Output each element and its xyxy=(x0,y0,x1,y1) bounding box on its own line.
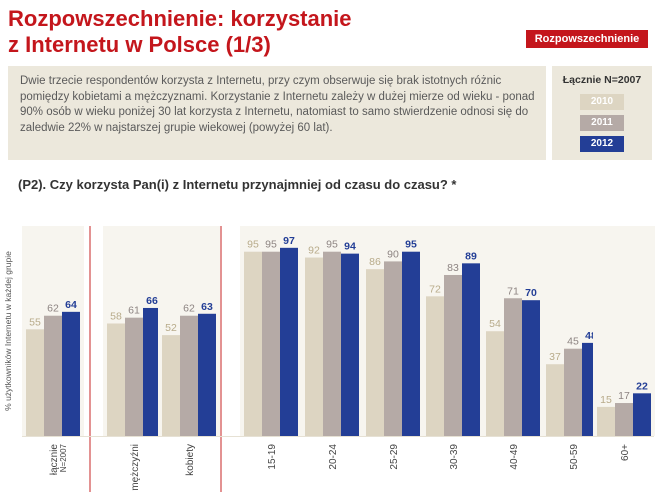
bar-2010-1 xyxy=(107,323,125,436)
data-label-2011-0: 62 xyxy=(47,303,59,315)
category-label-text-0-0: łącznie xyxy=(49,444,60,476)
category-label-2: kobiety xyxy=(185,444,196,476)
category-label-4: 20-24 xyxy=(328,444,339,470)
data-label-2010-7: 54 xyxy=(489,318,501,330)
data-label-2012-5: 95 xyxy=(405,239,417,251)
bar-2012-6 xyxy=(462,263,480,436)
data-label-2010-8: 37 xyxy=(549,351,561,363)
bar-2012-3 xyxy=(280,247,298,436)
data-label-2010-9: 15 xyxy=(600,394,612,406)
bar-2011-6 xyxy=(444,274,462,436)
category-label-3: 15-19 xyxy=(267,444,278,470)
data-label-2010-4: 92 xyxy=(308,245,320,257)
bar-2011-8 xyxy=(564,348,582,436)
category-label-8: 50-59 xyxy=(569,444,580,470)
bar-2010-4 xyxy=(305,257,323,436)
data-label-2012-7: 70 xyxy=(525,287,537,299)
bar-2012-2 xyxy=(198,313,216,436)
bar-2012-5 xyxy=(402,251,420,436)
legend-item-2010: 2010 xyxy=(580,94,624,110)
data-label-2010-0: 55 xyxy=(29,316,41,328)
data-label-2010-3: 95 xyxy=(247,239,259,251)
category-label-text-5-0: 25-29 xyxy=(389,444,400,470)
bar-2011-3 xyxy=(262,251,280,436)
data-label-2012-9: 22 xyxy=(636,380,648,392)
category-label-1: mężczyźni xyxy=(130,444,141,491)
bar-2010-3 xyxy=(244,251,262,436)
bar-2010-2 xyxy=(162,335,180,436)
bar-2010-5 xyxy=(366,269,384,436)
page-title: Rozpowszechnienie: korzystanie z Interne… xyxy=(8,6,468,58)
section-badge: Rozpowszechnienie xyxy=(526,30,648,48)
bar-2011-7 xyxy=(504,298,522,436)
data-label-2011-5: 90 xyxy=(387,248,399,260)
data-label-2011-2: 62 xyxy=(183,303,195,315)
bar-2010-6 xyxy=(426,296,444,436)
data-label-2011-8: 45 xyxy=(567,336,579,348)
category-label-text-4-0: 20-24 xyxy=(328,444,339,470)
bar-2012-0 xyxy=(62,311,80,436)
bar-2011-0 xyxy=(44,315,62,436)
bar-chart: 55 62 64 łącznie N=2007 58 61 66 mężczyźni 52 62 63… xyxy=(22,226,655,492)
bar-2012-4 xyxy=(341,253,359,436)
category-label-text-8-0: 50-59 xyxy=(569,444,580,470)
bar-2010-8 xyxy=(546,364,564,436)
data-label-2012-1: 66 xyxy=(146,295,158,307)
category-label-text-3-0: 15-19 xyxy=(267,444,278,470)
data-label-2010-6: 72 xyxy=(429,283,441,295)
bar-2010-7 xyxy=(486,331,504,436)
data-label-2011-6: 83 xyxy=(447,262,459,274)
data-label-2012-4: 94 xyxy=(344,241,356,253)
data-label-2012-8: 48 xyxy=(585,330,597,342)
category-label-text-0-1: N=2007 xyxy=(59,443,68,472)
data-label-2010-1: 58 xyxy=(110,310,122,322)
category-label-6: 30-39 xyxy=(449,444,460,470)
data-label-2011-3: 95 xyxy=(265,239,277,251)
legend: Łącznie N=2007 2010 2011 2012 xyxy=(552,66,652,160)
bar-2012-1 xyxy=(143,307,161,436)
bar-2011-1 xyxy=(125,317,143,436)
bar-2011-5 xyxy=(384,261,402,436)
bar-2012-7 xyxy=(522,300,540,436)
category-label-0: łącznie N=2007 xyxy=(49,443,68,475)
summary-text: Dwie trzecie respondentów korzysta z Int… xyxy=(20,75,535,134)
data-label-2012-2: 63 xyxy=(201,301,213,313)
title-line-1: Rozpowszechnienie: korzystanie xyxy=(8,6,352,31)
legend-item-2012: 2012 xyxy=(580,136,624,152)
category-label-text-9-0: 60+ xyxy=(620,444,631,461)
category-label-9: 60+ xyxy=(620,444,631,461)
category-label-text-2-0: kobiety xyxy=(185,444,196,476)
data-label-2011-7: 71 xyxy=(507,285,519,297)
data-label-2011-9: 17 xyxy=(618,390,630,402)
category-label-text-6-0: 30-39 xyxy=(449,444,460,470)
category-label-7: 40-49 xyxy=(509,444,520,470)
legend-title: Łącznie N=2007 xyxy=(562,74,642,86)
legend-item-2011: 2011 xyxy=(580,115,624,131)
chart-title: (P2). Czy korzysta Pan(i) z Internetu pr… xyxy=(18,177,457,192)
data-label-2012-6: 89 xyxy=(465,250,477,262)
bar-2010-0 xyxy=(26,329,44,436)
category-label-5: 25-29 xyxy=(389,444,400,470)
data-label-2010-5: 86 xyxy=(369,256,381,268)
bar-2010-9 xyxy=(597,406,615,436)
category-label-text-7-0: 40-49 xyxy=(509,444,520,470)
bar-2011-9 xyxy=(615,403,633,436)
category-label-text-1-0: mężczyźni xyxy=(130,444,141,491)
title-line-2: z Internetu w Polsce (1/3) xyxy=(8,32,271,57)
bar-2011-2 xyxy=(180,315,198,436)
data-label-2011-4: 95 xyxy=(326,239,338,251)
data-label-2010-2: 52 xyxy=(165,322,177,334)
bar-2012-9 xyxy=(633,393,651,436)
data-label-2011-1: 61 xyxy=(128,305,140,317)
bar-2011-4 xyxy=(323,251,341,436)
summary-box: Dwie trzecie respondentów korzysta z Int… xyxy=(8,66,546,160)
data-label-2012-3: 97 xyxy=(283,235,295,247)
data-label-2012-0: 64 xyxy=(65,299,77,311)
